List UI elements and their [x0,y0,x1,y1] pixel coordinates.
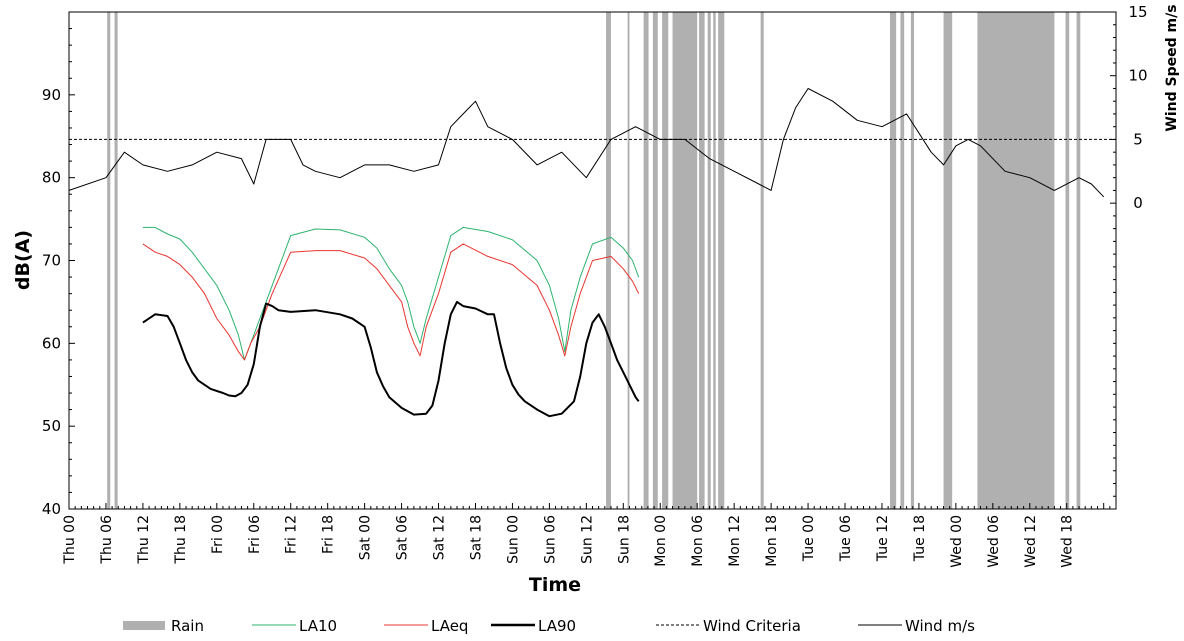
legend-swatch [123,621,165,630]
x-tick-label: Tue 00 [801,515,817,562]
rain-band-19 [1076,12,1081,509]
rain-band-9 [707,12,711,509]
legend-label: LAeq [431,617,468,635]
y-tick-label: 40 [42,500,61,518]
x-tick-label: Wed 18 [1060,515,1076,568]
legend-item-wind-criteria: Wind Criteria [656,617,801,635]
legend-item-laeq: LAeq [384,617,468,635]
x-axis: Thu 00 Thu 06 Thu 12 Thu 18 Fri 00 Fri 06 Fri … [62,503,1117,568]
y-axis-title: dB(A) [12,230,34,290]
rain-band-0 [107,12,111,509]
rain-band-12 [760,12,764,509]
legend-label: Rain [171,617,204,635]
x-axis-title: Time [529,574,581,596]
rain-band-16 [943,12,953,509]
legend-label: LA10 [299,617,337,635]
x-tick-label: Fri 00 [210,515,226,554]
series-laeq [142,243,640,361]
legend-item-la90: LA90 [491,617,576,635]
legend-item-la10: LA10 [252,617,337,635]
y2-tick-label: 0 [1133,194,1143,212]
legend: Rain LA10 LAeq LA90 Wind Criteria Wind m/s [123,617,975,635]
x-tick-label: Fri 06 [247,515,263,554]
x-tick-label: Tue 06 [838,515,854,562]
x-tick-label: Tue 12 [875,515,891,562]
rain-band-18 [1065,12,1070,509]
x-tick-label: Wed 12 [1023,515,1039,568]
x-tick-label: Mon 00 [653,515,669,567]
x-tick-label: Sat 12 [432,515,448,560]
y-axis-left: 40 50 60 70 80 90 [42,11,75,518]
y2-tick-label: 5 [1133,130,1143,148]
y-tick-label: 70 [42,252,61,270]
rain-band-17 [977,12,1055,509]
x-tick-label: Thu 18 [173,515,189,565]
series-la90 [142,300,640,418]
x-tick-label: Sun 12 [579,515,595,564]
rain-band-11 [718,12,725,509]
rain-band-10 [713,12,716,509]
x-tick-label: Sat 18 [468,515,484,560]
rain-band-4 [643,12,649,509]
y-tick-label: 90 [42,86,61,104]
x-tick-label: Thu 00 [62,515,78,565]
x-tick-label: Fri 18 [321,515,337,554]
x-tick-label: Mon 18 [764,515,780,567]
rain-band-14 [900,12,905,509]
y-tick-label: 50 [42,417,61,435]
legend-item-rain: Rain [123,617,204,635]
rain-band-3 [627,12,630,509]
rain-band-15 [910,12,914,509]
rain-band-6 [662,12,669,509]
rain-band-1 [114,12,118,509]
x-tick-label: Thu 12 [136,515,152,565]
series-wind-m-s [68,88,1105,198]
x-tick-label: Wed 00 [949,515,965,568]
legend-item-wind-m-s: Wind m/s [858,617,975,635]
x-tick-label: Fri 12 [284,515,300,554]
x-tick-label: Mon 12 [727,515,743,567]
x-tick-label: Sun 18 [616,515,632,564]
x-tick-label: Sat 00 [358,515,374,560]
rain-band-2 [606,12,611,509]
legend-label: Wind m/s [905,617,975,635]
legend-label: LA90 [538,617,576,635]
y-tick-label: 60 [42,334,61,352]
rain-band-13 [889,12,897,509]
legend-label: Wind Criteria [703,617,801,635]
y2-axis-title: Wind Speed m/s [1164,4,1180,131]
rain-band-8 [699,12,705,509]
y2-tick-label: 15 [1128,3,1147,21]
rain-band-7 [672,12,698,509]
x-tick-label: Mon 06 [690,515,706,567]
x-tick-label: Wed 06 [986,515,1002,568]
y2-tick-label: 10 [1128,67,1147,85]
x-tick-label: Tue 18 [912,515,928,562]
x-tick-label: Sun 00 [505,515,521,564]
x-tick-label: Thu 06 [99,515,115,565]
x-tick-label: Sat 06 [395,515,411,560]
x-tick-label: Sun 06 [542,515,558,564]
series-la10 [142,226,640,361]
y-tick-label: 80 [42,169,61,187]
y-axis-right: 0 5 10 15 [1110,3,1148,497]
rain-bands [107,12,1081,509]
series-lines [68,88,1105,418]
rain-band-5 [652,12,658,509]
